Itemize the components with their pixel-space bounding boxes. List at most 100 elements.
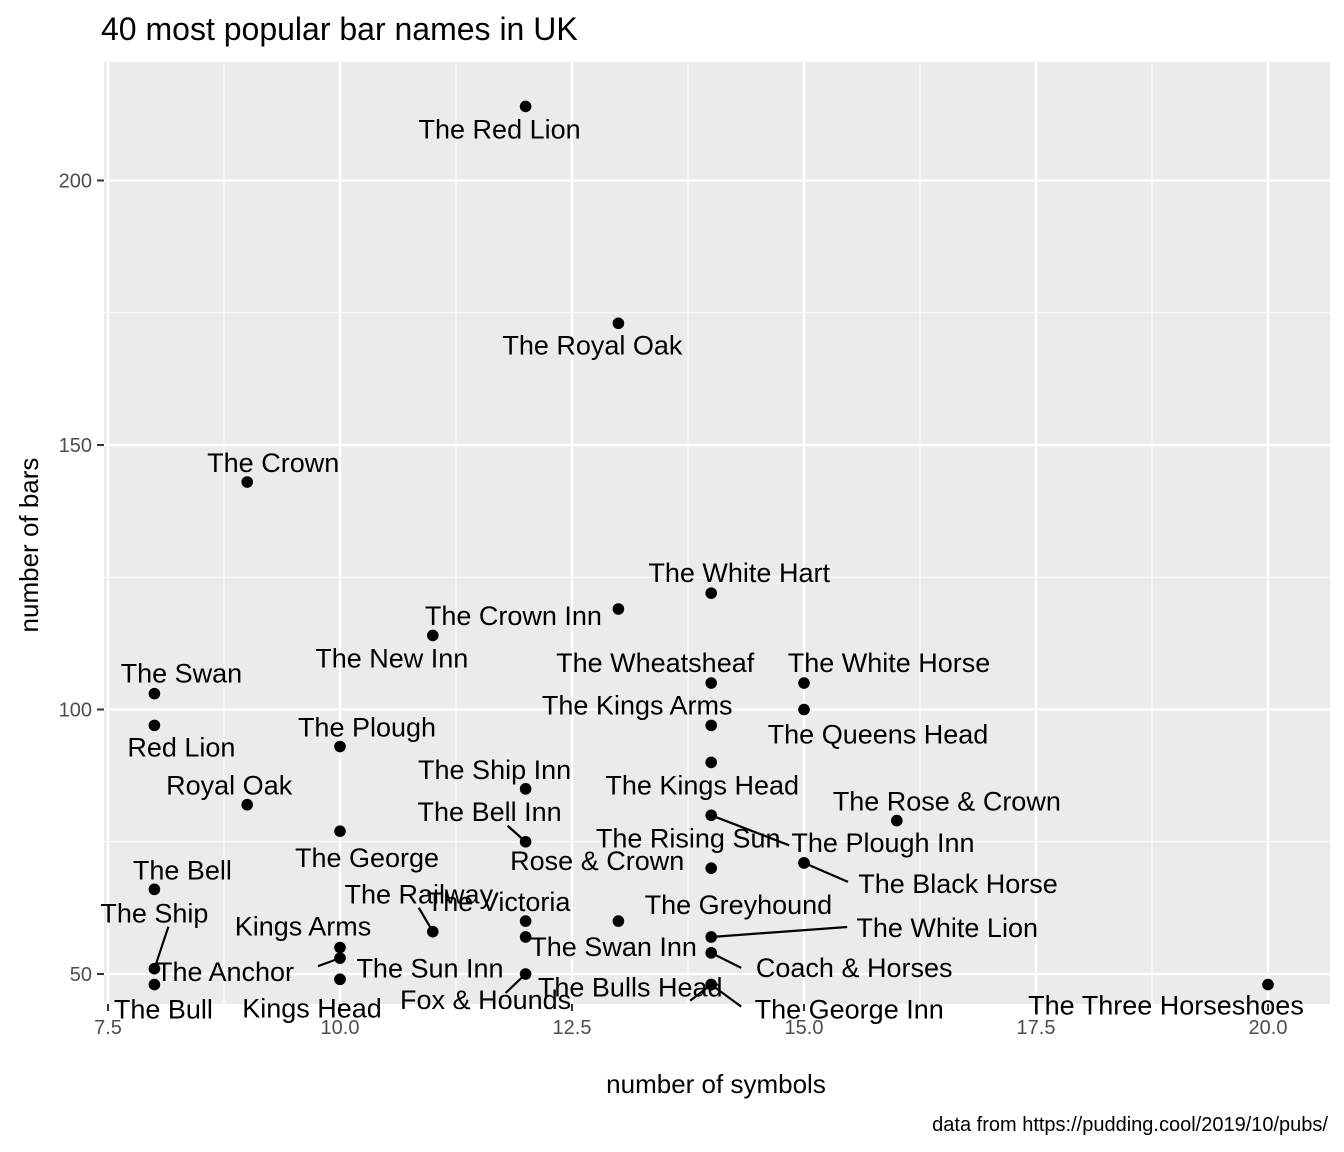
data-point [798,677,810,689]
point-label: The Black Horse [858,869,1058,899]
data-point [519,835,532,848]
data-point [334,973,346,986]
point-label: The Crown Inn [425,601,602,631]
y-tick-label: 150 [59,435,92,457]
x-tick-label: 17.5 [1017,1017,1056,1039]
data-point [334,740,346,753]
point-label: The Ship Inn [418,755,571,785]
data-point [334,941,346,954]
x-axis: 7.5 10.0 12.5 15.0 17.5 20.0 [94,1004,1287,1039]
point-label: The Sun Inn [356,953,503,983]
data-source-caption: data from https://pudding.cool/2019/10/p… [932,1114,1328,1136]
point-label: The New Inn [315,643,468,673]
point-label: The White Horse [788,648,991,678]
point-label: Fox & Hounds [400,985,571,1015]
data-point [334,952,346,964]
point-label: The Wheatsheaf [556,648,755,678]
point-label: The Railway [345,880,494,910]
point-label: Kings Arms [235,912,372,942]
minor-gridlines [104,62,1330,1004]
data-point [705,931,717,943]
point-label: The Swan [121,659,243,689]
x-tick-label: 10.0 [321,1017,360,1039]
data-point [148,883,161,896]
point-label: The Bell [133,855,232,885]
data-point [148,687,161,700]
data-point [798,703,810,716]
label-leader-line [710,983,742,1008]
label-leader-line [803,861,849,883]
x-tick-label: 12.5 [553,1017,592,1039]
point-label: The Bull [114,995,213,1025]
y-axis-title: number of bars [14,458,44,633]
point-label: The Bulls Head [538,973,723,1003]
point-label: The Anchor [156,957,294,987]
point-label: The Victoria [427,887,572,917]
data-point [705,809,717,822]
point-label: Coach & Horses [756,953,953,983]
point-label: The George [295,843,439,873]
data-point [519,931,532,943]
data-point [705,756,717,769]
point-label: The Rising Sun [596,823,781,853]
point-label: The Bell Inn [418,797,562,827]
data-point [705,719,717,732]
label-leader-line [710,814,790,847]
data-point [427,629,439,642]
point-label: The White Lion [856,913,1038,943]
x-tick-label: 20.0 [1249,1017,1288,1039]
data-point [519,100,532,113]
data-point [705,862,717,874]
y-tick-label: 50 [70,964,92,986]
point-label: The George Inn [755,995,944,1025]
y-axis: 50 100 150 200 [59,171,104,986]
point-label: The Rose & Crown [833,787,1061,817]
data-point [334,825,346,837]
x-axis-title: number of symbols [606,1069,826,1099]
point-label: The Plough Inn [791,828,974,858]
data-point [241,476,253,488]
label-leader-line [711,925,848,939]
point-label: The Kings Head [605,770,799,800]
data-point [519,968,532,980]
point-label: The Red Lion [419,114,581,144]
y-tick-label: 200 [59,171,92,193]
major-gridlines [104,62,1330,1004]
data-point [612,317,625,330]
data-point [891,814,903,827]
data-point [1262,978,1274,991]
point-label: The Crown [207,448,339,478]
point-label: The Royal Oak [502,330,683,360]
point-label: The White Hart [648,558,830,588]
data-point [705,677,717,689]
point-label: Kings Head [242,993,382,1023]
y-tick-label: 100 [59,700,92,722]
data-point [148,978,161,991]
chart-title: 40 most popular bar names in UK [101,11,578,47]
data-point [241,798,253,811]
point-label: The Ship [100,899,208,929]
data-point [705,587,717,599]
data-point [519,783,532,795]
point-labels: The Red Lion The Royal Oak The Crown The Wh… [100,114,1303,1024]
data-point [798,857,810,869]
data-point [427,925,439,938]
x-tick-label: 15.0 [785,1017,824,1039]
point-label: The Three Horseshoes [1028,991,1304,1021]
label-leader-line [153,926,170,970]
data-point [612,603,625,615]
data-point [519,915,532,927]
plot-panel [104,62,1330,1004]
point-label: Royal Oak [166,771,293,801]
data-point [148,719,161,732]
data-point [705,947,717,959]
data-point [705,978,717,991]
data-points [148,100,1274,991]
x-tick-label: 7.5 [94,1017,122,1039]
data-point [612,915,625,927]
point-label: The Swan Inn [530,932,697,962]
point-label: Red Lion [127,732,235,762]
point-label: The Greyhound [645,890,833,920]
point-label: The Queens Head [768,720,989,750]
